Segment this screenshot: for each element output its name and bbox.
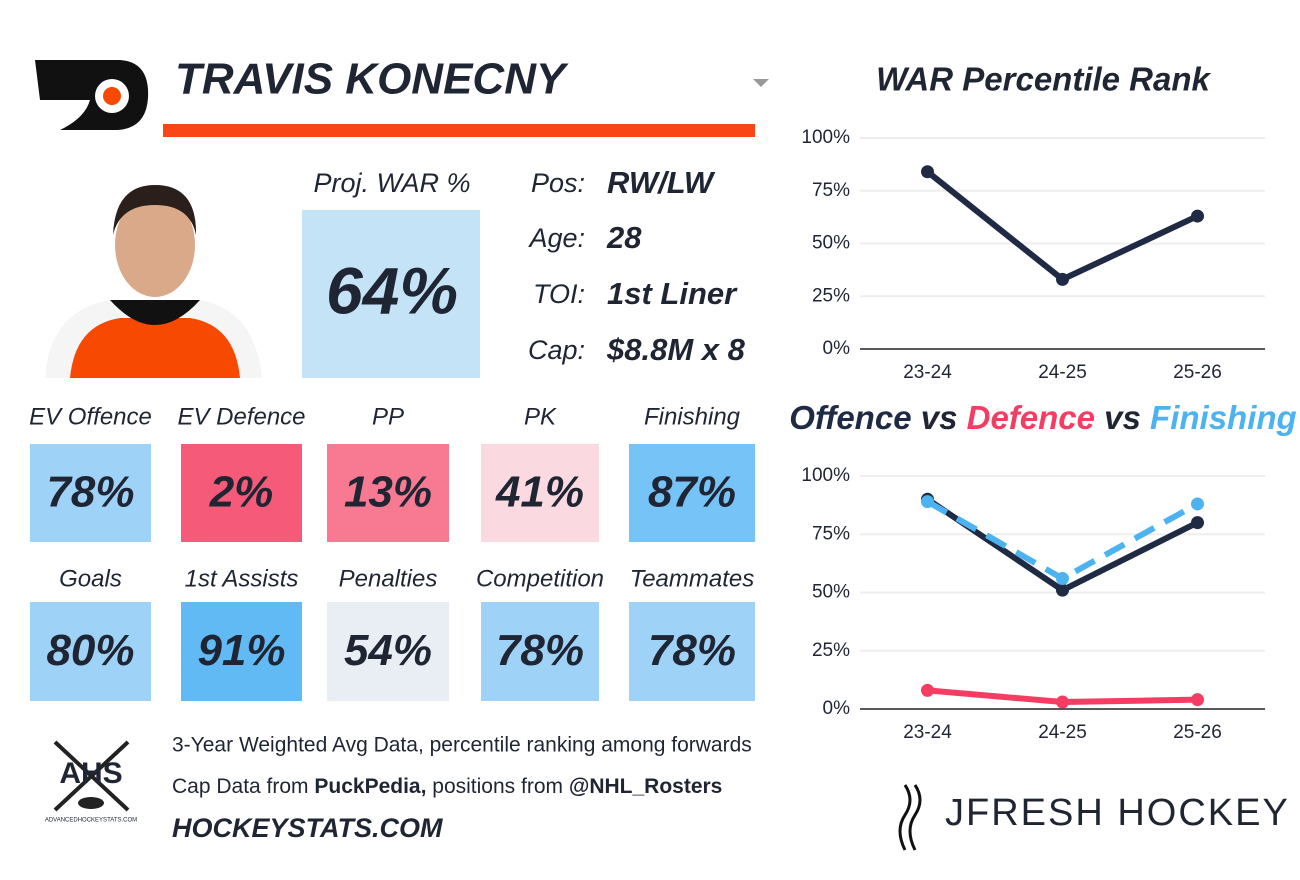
tile-value: 41% [495,468,584,517]
tile-label: PK [524,403,557,430]
tile-box [327,444,449,542]
title-joiner: vs [1095,399,1150,436]
data-point [1191,516,1204,530]
data-point [1056,572,1069,586]
y-tick-label: 100% [801,127,850,148]
footer-credits: Cap Data from PuckPedia, positions from … [172,775,722,798]
data-point [1191,693,1204,707]
player-photo [45,185,262,378]
chart-title: Offence vs Defence vs Finishing [789,399,1296,436]
tile-label: 1st Assists [185,565,299,592]
tile-value: 78% [496,626,584,675]
brand-name: JFRESH HOCKEY [945,792,1290,834]
y-tick-label: 50% [812,233,850,254]
credit-text: Cap Data from [172,775,314,798]
tile-value: 13% [344,468,432,517]
legend-entry: Defence [967,399,1095,436]
info-label: TOI: [533,279,585,309]
ahs-logo: AHS ADVANCEDHOCKEYSTATS.COM [45,740,137,824]
y-tick-label: 100% [801,465,850,486]
tile-label: Teammates [630,565,755,592]
y-tick-label: 75% [812,180,850,201]
y-tick-label: 75% [812,523,850,544]
legend-entry: Finishing [1150,399,1297,436]
credit-text: positions from [426,775,568,798]
x-tick-label: 24-25 [1038,362,1087,383]
info-value: RW/LW [607,165,716,200]
data-point [1056,583,1069,597]
tile-value: 78% [46,468,134,517]
tile-label: EV Offence [29,403,152,430]
data-point [1191,209,1204,223]
x-tick-label: 25-26 [1173,362,1222,383]
x-tick-label: 23-24 [903,722,952,743]
proj-war-value: 64% [326,253,458,327]
title-joiner: vs [912,399,967,436]
x-tick-label: 25-26 [1173,722,1222,743]
y-tick-label: 25% [812,285,850,306]
series-line [925,169,1199,283]
chart-title: WAR Percentile Rank [876,61,1211,98]
tile-box [481,602,599,701]
credit-source: PuckPedia, [314,775,426,798]
brand-logo [898,784,922,851]
tile-value: 54% [344,626,432,675]
tile-box [181,602,302,701]
tile-box [327,602,449,701]
y-tick-label: 50% [812,582,850,603]
tile-value: 78% [648,626,736,675]
tile-box [30,602,151,701]
data-point [1056,272,1069,286]
info-value: $8.8M x 8 [606,332,746,367]
tile-label: EV Defence [177,403,305,430]
data-point [1191,497,1204,511]
legend-entry: Offence [789,399,911,436]
y-tick-label: 0% [823,338,851,359]
tile-value: 2% [209,468,274,517]
tile-label: Penalties [339,565,438,592]
tile-label: PP [372,403,404,430]
tile-box [629,602,755,701]
player-name: TRAVIS KONECNY [175,55,569,104]
ahs-site: ADVANCEDHOCKEYSTATS.COM [45,818,137,824]
info-value: 1st Liner [607,276,738,311]
tile-box [30,444,151,542]
info-label: Age: [527,223,585,253]
data-point [1056,695,1069,709]
y-tick-label: 25% [812,640,850,661]
info-label: Pos: [531,168,585,198]
footer-note: 3-Year Weighted Avg Data, percentile ran… [172,734,752,757]
x-tick-label: 23-24 [903,362,952,383]
proj-war-box [302,210,480,378]
data-point [921,165,934,179]
tile-box [481,444,599,542]
dropdown[interactable] [753,79,769,87]
proj-war-label: Proj. WAR % [313,168,470,198]
y-tick-label: 0% [823,698,851,719]
tile-value: 87% [648,468,736,517]
x-tick-label: 24-25 [1038,722,1087,743]
tile-label: Competition [476,565,604,592]
info-label: Cap: [528,335,585,365]
tile-box [181,444,302,542]
credit-source: @NHL_Rosters [569,775,723,798]
data-point [921,495,934,509]
tile-value: 80% [46,626,134,675]
data-point [921,683,934,697]
ahs-text: AHS [59,757,122,790]
tile-box [629,444,755,542]
info-value: 28 [606,220,642,255]
tile-label: Finishing [644,403,741,430]
team-logo [35,60,149,130]
footer-site: HOCKEYSTATS.COM [172,813,443,843]
tile-value: 91% [197,626,285,675]
tile-label: Goals [59,565,122,592]
accent-bar [163,124,755,137]
